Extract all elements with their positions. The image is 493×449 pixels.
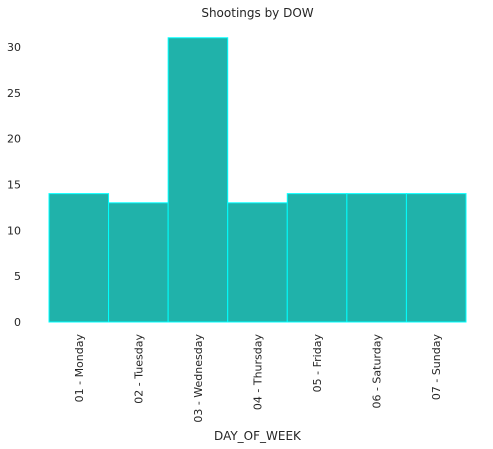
chart-title: Shootings by DOW (201, 6, 313, 20)
y-tick-label: 15 (7, 178, 21, 191)
x-tick-label: 01 - Monday (73, 334, 86, 403)
x-tick-label: 04 - Thursday (252, 334, 265, 411)
x-tick-label: 02 - Tuesday (132, 334, 145, 404)
x-tick-label: 06 - Saturday (371, 334, 384, 409)
x-axis-ticks: 01 - Monday 02 - Tuesday 03 - Wednesday 04 … (73, 334, 443, 423)
bar-1 (48, 193, 110, 323)
bar-7 (405, 193, 467, 323)
y-axis-ticks: 0 5 10 15 20 25 30 (7, 41, 21, 329)
x-tick-label: 03 - Wednesday (192, 334, 205, 423)
y-tick-label: 20 (7, 133, 21, 146)
bars-group (48, 37, 467, 323)
y-tick-label: 0 (14, 316, 21, 329)
bar-5 (286, 193, 348, 323)
x-tick-label: 07 - Sunday (430, 334, 443, 401)
bar-2 (108, 202, 169, 323)
bar-3 (167, 37, 229, 323)
bar-4 (227, 202, 288, 323)
y-tick-label: 5 (14, 270, 21, 283)
x-tick-label: 05 - Friday (311, 334, 324, 393)
bar-6 (346, 193, 407, 323)
y-tick-label: 30 (7, 41, 21, 54)
y-tick-label: 10 (7, 224, 21, 237)
y-tick-label: 25 (7, 87, 21, 100)
x-axis-title: DAY_OF_WEEK (214, 429, 302, 443)
